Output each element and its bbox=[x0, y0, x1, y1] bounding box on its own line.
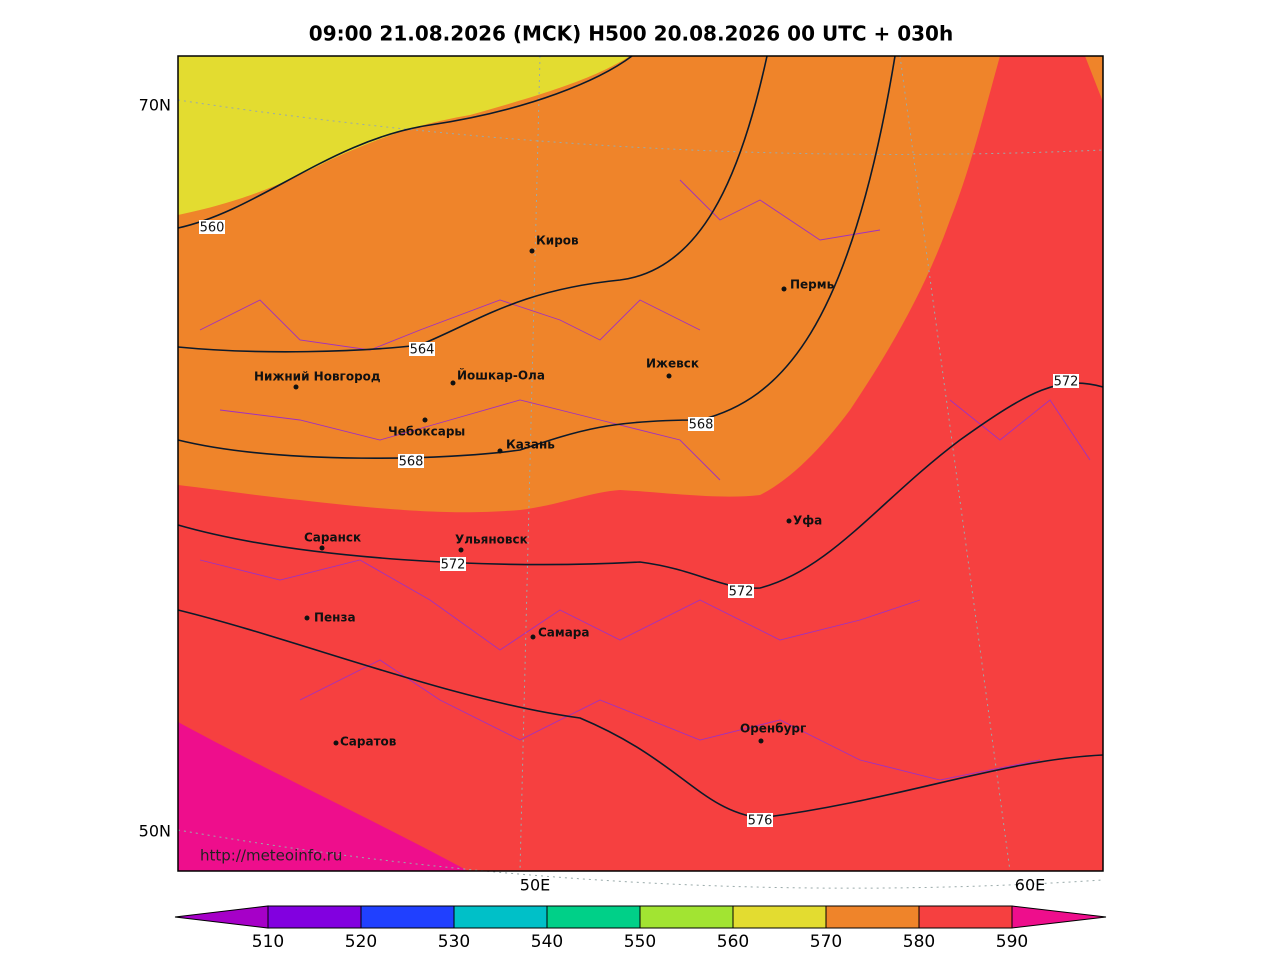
city-dot bbox=[530, 634, 536, 640]
credit: http://meteoinfo.ru bbox=[200, 847, 342, 865]
contour-label: 572 bbox=[1054, 375, 1079, 390]
colorbar-segment bbox=[453, 905, 548, 929]
title: 09:00 21.08.2026 (MCK) H500 20.08.2026 0… bbox=[309, 22, 953, 46]
contour-label-bg bbox=[398, 454, 424, 468]
colorbar-tick-label: 530 bbox=[438, 932, 470, 952]
contour-label: 560 bbox=[200, 221, 225, 236]
city-label: Чебоксары bbox=[388, 425, 465, 439]
colorbar-arrow bbox=[1011, 905, 1107, 929]
contour-label-bg bbox=[440, 557, 466, 571]
colorbar-tick-label: 590 bbox=[996, 932, 1028, 952]
lon-label: 60E bbox=[1015, 876, 1045, 895]
city-label: Казань bbox=[506, 438, 555, 452]
city-dot bbox=[304, 615, 310, 621]
city-label: Нижний Новгород bbox=[254, 370, 381, 384]
colorbar-segment bbox=[732, 905, 827, 929]
contour-line bbox=[177, 609, 1104, 819]
contour-label: 576 bbox=[748, 814, 773, 829]
colorbar-tick-label: 560 bbox=[717, 932, 749, 952]
contour-label: 568 bbox=[689, 418, 714, 433]
city-dot bbox=[666, 373, 672, 379]
colorbar: 510 520 530 540 550 560 570 580 590 bbox=[174, 905, 1107, 952]
colorbar-segment bbox=[825, 905, 920, 929]
colorbar-segment bbox=[546, 905, 641, 929]
city-label: Пенза bbox=[314, 611, 356, 625]
colorbar-tick-label: 580 bbox=[903, 932, 935, 952]
colorbar-tick-label: 550 bbox=[624, 932, 656, 952]
city-dot bbox=[529, 248, 535, 254]
contour-line bbox=[177, 55, 633, 229]
city-dot bbox=[758, 738, 764, 744]
contour-label-bg bbox=[728, 584, 754, 598]
contour-label-bg bbox=[409, 342, 435, 356]
map-frame bbox=[177, 55, 1104, 872]
colorbar-segment bbox=[918, 905, 1013, 929]
colorbar-tick-label: 540 bbox=[531, 932, 563, 952]
city-label: Ижевск bbox=[646, 357, 699, 371]
contour-line bbox=[177, 55, 768, 353]
city-dot bbox=[497, 448, 503, 454]
contour-label: 568 bbox=[399, 455, 424, 470]
city-dot bbox=[319, 545, 325, 551]
lat-label: 70N bbox=[139, 96, 171, 115]
city-label: Йошкар-Ола bbox=[457, 368, 545, 383]
colorbar-tick-label: 570 bbox=[810, 932, 842, 952]
city-label: Киров bbox=[536, 234, 579, 248]
contour-label: 564 bbox=[410, 343, 435, 358]
contour-label-bg bbox=[747, 813, 773, 827]
contour-label: 572 bbox=[729, 585, 754, 600]
city-label: Пермь bbox=[790, 278, 835, 292]
city-label: Саранск bbox=[304, 531, 361, 545]
colorbar-arrow bbox=[174, 905, 269, 929]
colorbar-segment bbox=[360, 905, 455, 929]
city-label: Самара bbox=[538, 626, 590, 640]
city-dot bbox=[458, 547, 464, 553]
contour-label: 572 bbox=[441, 558, 466, 573]
field-560-570 bbox=[1085, 56, 1103, 102]
contour-label-bg bbox=[688, 417, 714, 431]
contour-label-bg bbox=[199, 220, 225, 234]
city-dot bbox=[450, 380, 456, 386]
field-550-560 bbox=[178, 56, 630, 215]
lon-label: 50E bbox=[520, 876, 550, 895]
colorbar-segment bbox=[267, 905, 362, 929]
city-dot bbox=[422, 417, 428, 423]
field-580-590 bbox=[178, 722, 468, 871]
colorbar-tick-label: 510 bbox=[252, 932, 284, 952]
contour-label-bg bbox=[1053, 374, 1079, 388]
lat-label: 50N bbox=[139, 822, 171, 841]
city-label: Ульяновск bbox=[455, 533, 528, 547]
city-dot bbox=[333, 740, 339, 746]
map bbox=[177, 55, 1104, 889]
colorbar-segment bbox=[639, 905, 734, 929]
city-label: Саратов bbox=[340, 735, 397, 749]
contour-line bbox=[177, 55, 896, 459]
border bbox=[199, 179, 1091, 781]
city-dot bbox=[293, 384, 299, 390]
city-dot bbox=[786, 518, 792, 524]
colorbar-tick-label: 520 bbox=[345, 932, 377, 952]
city-label: Уфа bbox=[793, 514, 822, 528]
city-dot bbox=[781, 286, 787, 292]
city-label: Оренбург bbox=[740, 722, 806, 736]
